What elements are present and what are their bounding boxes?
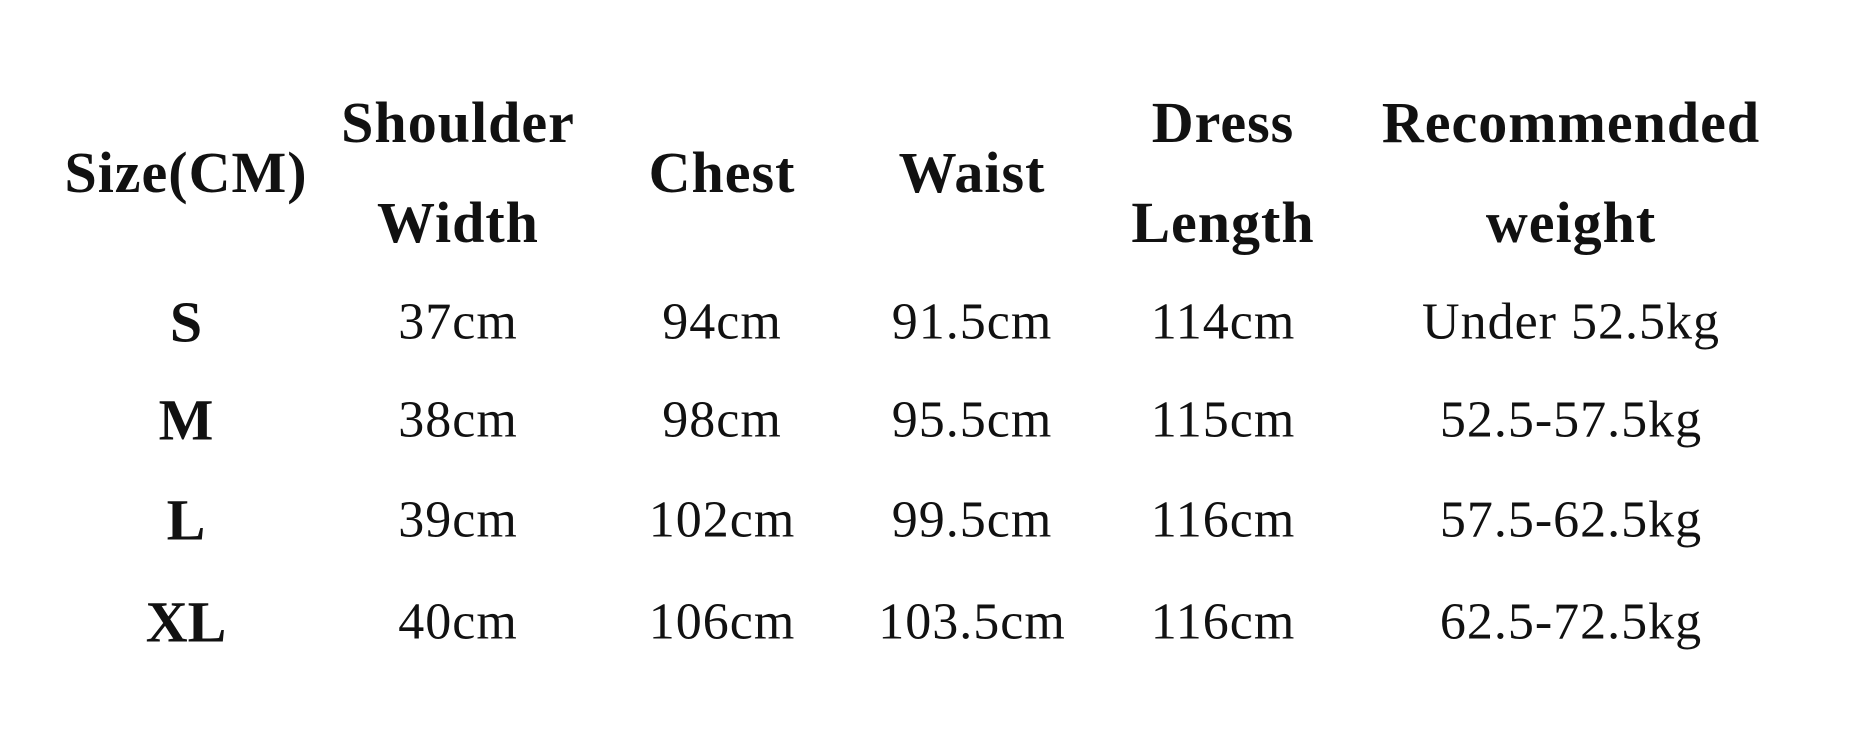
header-size: Size(CM) — [64, 140, 308, 205]
cell-shoulder-width: 39cm — [398, 491, 518, 549]
header-line: Length — [1131, 190, 1315, 255]
cell-dress-length: 116cm — [1150, 491, 1296, 549]
cell-dress-length: 116cm — [1150, 593, 1296, 651]
cell-recommended-weight: 52.5-57.5kg — [1439, 391, 1703, 449]
header-line: Width — [377, 190, 539, 255]
header-waist: Waist — [898, 140, 1046, 205]
header-shoulder-width: Shoulder Width — [341, 73, 575, 273]
cell-recommended-weight: Under 52.5kg — [1422, 293, 1720, 351]
cell-recommended-weight: 62.5-72.5kg — [1439, 593, 1703, 651]
size-label: M — [158, 387, 214, 453]
cell-chest: 94cm — [662, 293, 782, 351]
cell-dress-length: 114cm — [1150, 293, 1296, 351]
size-label: XL — [145, 589, 227, 655]
header-line: Recommended — [1381, 90, 1761, 155]
size-label: L — [166, 487, 206, 553]
header-line: Shoulder — [341, 90, 575, 155]
cell-waist: 99.5cm — [891, 491, 1053, 549]
cell-shoulder-width: 40cm — [398, 593, 518, 651]
header-line: weight — [1485, 190, 1657, 255]
header-dress-length: Dress Length — [1131, 73, 1314, 273]
cell-waist: 103.5cm — [878, 593, 1066, 651]
header-chest: Chest — [648, 140, 796, 205]
header-line: Dress — [1151, 90, 1295, 155]
cell-recommended-weight: 57.5-62.5kg — [1439, 491, 1703, 549]
size-label: S — [169, 289, 203, 355]
cell-shoulder-width: 38cm — [398, 391, 518, 449]
cell-chest: 106cm — [648, 593, 796, 651]
cell-chest: 98cm — [662, 391, 782, 449]
cell-waist: 91.5cm — [891, 293, 1053, 351]
cell-waist: 95.5cm — [891, 391, 1053, 449]
header-recommended-weight: Recommended weight — [1382, 73, 1760, 273]
cell-shoulder-width: 37cm — [398, 293, 518, 351]
cell-dress-length: 115cm — [1150, 391, 1296, 449]
cell-chest: 102cm — [648, 491, 796, 549]
